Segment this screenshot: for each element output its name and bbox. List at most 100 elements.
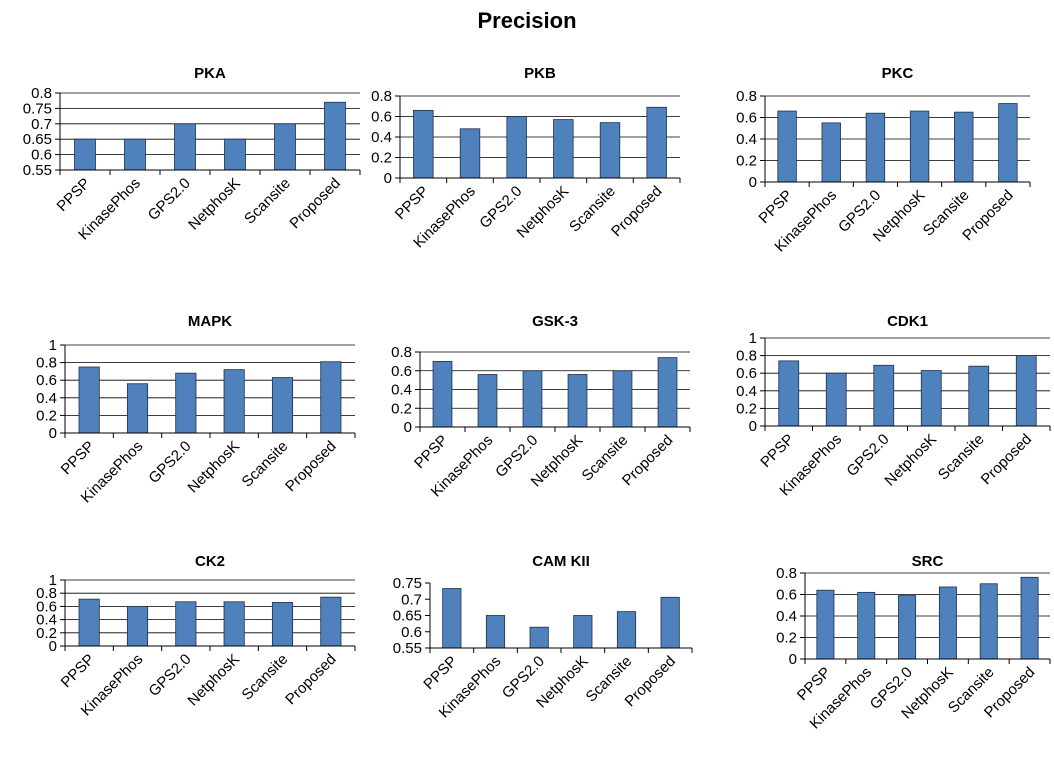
chart-title-mapk: MAPK xyxy=(188,313,232,330)
chart-title-pka: PKA xyxy=(194,65,226,82)
bar-src-kinasephos xyxy=(857,591,876,660)
y-tick-label-cdk1: 0 xyxy=(749,418,757,435)
chart-title-pkc: PKC xyxy=(882,65,914,82)
bar-cam-kii-ppsp xyxy=(442,588,462,649)
bar-mapk-netphosk xyxy=(223,369,245,434)
y-tick-label-src: 0.8 xyxy=(776,565,797,582)
y-tick-label-mapk: 0.8 xyxy=(36,355,57,372)
bar-mapk-scansite xyxy=(271,377,294,434)
bar-ck2-gps20 xyxy=(175,601,197,647)
bar-gsk-3-kinasephos xyxy=(477,374,498,428)
bar-cam-kii-proposed xyxy=(660,596,680,649)
y-tick-label-mapk: 0.6 xyxy=(36,372,57,389)
x-tick-label-cam-kii: PPSP xyxy=(420,653,460,693)
x-tick-label-pkc: PPSP xyxy=(756,187,796,227)
y-tick-label-cdk1: 0.8 xyxy=(736,348,757,365)
y-tick-label-cam-kii: 0.6 xyxy=(401,624,422,641)
bar-pkb-ppsp xyxy=(413,109,434,179)
y-tick-label-gsk-3: 0.6 xyxy=(391,363,412,380)
y-tick-label-pkc: 0.6 xyxy=(736,110,757,127)
bar-cam-kii-kinasephos xyxy=(485,615,506,649)
bar-ck2-kinasephos xyxy=(126,606,149,647)
x-tick-label-pkb: PPSP xyxy=(392,183,432,223)
bar-src-gps20 xyxy=(898,595,917,660)
y-tick-label-pka: 0.6 xyxy=(31,147,52,164)
x-tick-label-pka: NetphosK xyxy=(185,175,244,234)
bar-pka-kinasephos xyxy=(124,138,146,171)
bar-cdk1-proposed xyxy=(1015,355,1037,427)
bar-cdk1-kinasephos xyxy=(825,372,847,427)
x-tick-label-mapk: GPS2.0 xyxy=(145,438,194,487)
y-tick-label-cdk1: 0.6 xyxy=(736,365,757,382)
x-tick-label-mapk: Proposed xyxy=(282,438,339,495)
x-tick-label-mapk: NetphosK xyxy=(184,438,243,497)
y-tick-label-gsk-3: 0.8 xyxy=(391,344,412,361)
x-tick-label-pkb: Proposed xyxy=(608,183,665,240)
x-tick-label-ck2: PPSP xyxy=(58,651,98,691)
y-tick-label-pkb: 0.8 xyxy=(371,88,392,105)
x-tick-label-cdk1: Proposed xyxy=(978,431,1035,488)
bar-pka-scansite xyxy=(274,123,296,171)
y-tick-label-cam-kii: 0.65 xyxy=(393,608,422,625)
bar-cdk1-netphosk xyxy=(920,370,942,427)
bar-gsk-3-scansite xyxy=(612,370,633,428)
x-tick-label-gsk-3: PPSP xyxy=(411,432,451,472)
x-tick-label-cdk1: NetphosK xyxy=(881,431,940,490)
y-tick-label-pka: 0.75 xyxy=(23,100,52,117)
bar-pka-netphosk xyxy=(224,138,246,171)
bar-pkb-netphosk xyxy=(553,119,574,179)
bar-pkb-kinasephos xyxy=(459,128,481,179)
y-tick-label-cdk1: 0.4 xyxy=(736,383,757,400)
y-tick-label-pkb: 0 xyxy=(384,170,392,187)
y-tick-label-ck2: 0.4 xyxy=(36,612,57,629)
y-tick-label-gsk-3: 0 xyxy=(404,419,412,436)
bar-pka-gps20 xyxy=(174,123,196,171)
y-tick-label-mapk: 1 xyxy=(49,337,57,354)
y-tick-label-ck2: 1 xyxy=(49,572,57,589)
y-tick-label-pka: 0.55 xyxy=(23,162,52,179)
x-tick-label-pkb: NetphosK xyxy=(514,183,573,242)
bar-mapk-ppsp xyxy=(78,366,100,434)
bar-ck2-ppsp xyxy=(78,598,100,647)
y-tick-label-src: 0 xyxy=(789,651,797,668)
bar-cam-kii-gps20 xyxy=(529,626,549,649)
bar-ck2-scansite xyxy=(271,602,294,647)
bar-pkb-proposed xyxy=(646,106,667,179)
y-tick-label-pkb: 0.6 xyxy=(371,109,392,126)
y-tick-label-ck2: 0 xyxy=(49,638,57,655)
y-tick-label-pka: 0.7 xyxy=(31,116,52,133)
bar-pkb-scansite xyxy=(599,122,621,179)
y-tick-label-cam-kii: 0.55 xyxy=(393,640,422,657)
bar-pka-ppsp xyxy=(74,138,96,171)
y-tick-label-pka: 0.65 xyxy=(23,131,52,148)
x-tick-label-mapk: PPSP xyxy=(58,438,98,478)
chart-title-ck2: CK2 xyxy=(195,553,225,570)
bar-cdk1-gps20 xyxy=(873,364,895,427)
y-tick-label-src: 0.4 xyxy=(776,608,797,625)
bar-mapk-gps20 xyxy=(175,372,197,434)
chart-title-cdk1: CDK1 xyxy=(887,313,928,330)
bar-gsk-3-netphosk xyxy=(567,374,588,428)
chart-title-src: SRC xyxy=(912,553,944,570)
x-tick-label-ck2: NetphosK xyxy=(184,651,243,710)
y-tick-label-pkc: 0.2 xyxy=(736,153,757,170)
y-tick-label-gsk-3: 0.4 xyxy=(391,382,412,399)
chart-title-cam-kii: CAM KII xyxy=(532,553,590,570)
bar-gsk-3-proposed xyxy=(657,357,678,428)
bar-mapk-kinasephos xyxy=(126,383,149,434)
bar-cam-kii-scansite xyxy=(616,611,637,649)
bar-gsk-3-ppsp xyxy=(432,360,453,428)
bar-pka-proposed xyxy=(324,101,346,171)
y-tick-label-src: 0.6 xyxy=(776,587,797,604)
y-tick-label-pkc: 0 xyxy=(749,174,757,191)
bar-src-scansite xyxy=(979,583,998,660)
bar-ck2-proposed xyxy=(320,596,342,647)
bar-ck2-netphosk xyxy=(223,601,245,647)
x-tick-label-ck2: GPS2.0 xyxy=(145,651,194,700)
bar-gsk-3-gps20 xyxy=(522,370,543,428)
bar-mapk-proposed xyxy=(320,361,342,434)
y-tick-label-cdk1: 1 xyxy=(749,330,757,347)
x-tick-label-pka: Proposed xyxy=(286,175,343,232)
bar-pkc-netphosk xyxy=(909,110,930,183)
y-tick-label-pkc: 0.8 xyxy=(736,88,757,105)
